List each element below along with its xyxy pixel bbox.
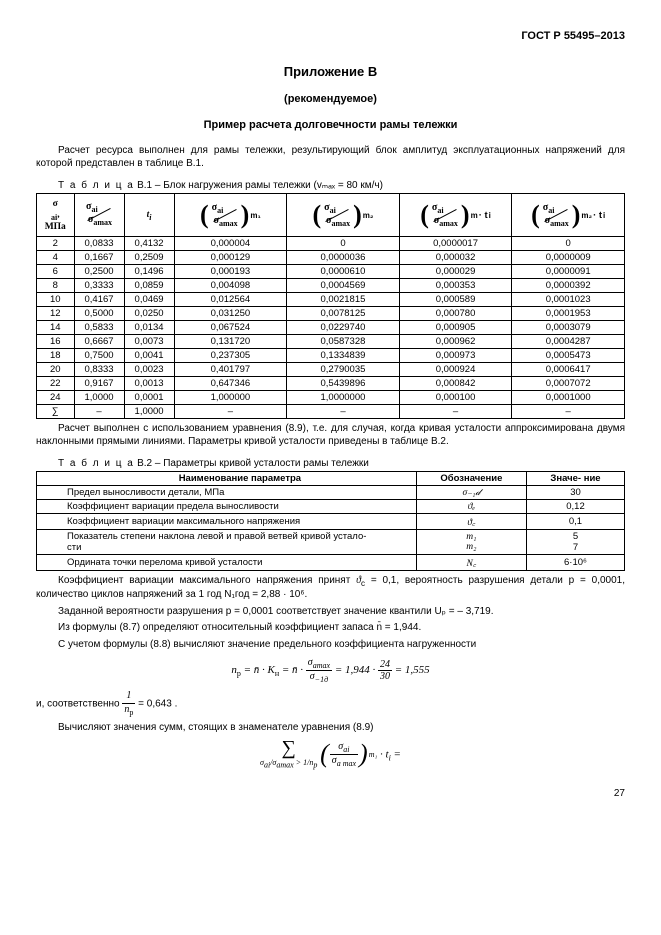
table-row: 160,66670,00730,1317200,05873280,0009620… (37, 335, 625, 349)
formula-np: np = n̄ · Kн = n̄ · σamaxσ−1д = 1,944 · … (36, 657, 625, 684)
table-row: Ордината точки перелома кривой усталости… (37, 555, 625, 571)
table-b1: σаі, МПа σаіσamax ti (σаіσamax)m₁ (σаіσa… (36, 193, 625, 419)
quantile-paragraph: Заданной вероятности разрушения p = 0,00… (36, 606, 625, 619)
t1-head-m1: (σаіσamax)m₁ (174, 194, 287, 237)
table-row: 200,83330,00230,4017970,27900350,0009240… (37, 363, 625, 377)
table-row: 40,16670,25090,0001290,00000360,0000320,… (37, 251, 625, 265)
t1-head-sigma: σаі, МПа (37, 194, 75, 237)
example-title: Пример расчета долговечности рамы тележк… (36, 119, 625, 131)
recommended-label: (рекомендуемое) (36, 93, 625, 105)
table-row: 220,91670,00130,6473460,54398960,0008420… (37, 377, 625, 391)
table-b2: Наименование параметра Обозначение Значе… (36, 471, 625, 571)
inv-paragraph: и, соответственно 1np = 0,643 . (36, 690, 625, 718)
table2-caption: Т а б л и ц а В.2 – Параметры кривой уст… (58, 458, 625, 469)
table-row: 140,58330,01340,0675240,02297400,0009050… (37, 321, 625, 335)
form87-paragraph: Из формулы (8.7) определяют относительны… (36, 622, 625, 635)
table-row: 20,08330,41320,00000400,00000170 (37, 237, 625, 251)
appendix-title: Приложение В (36, 64, 625, 79)
intro-paragraph: Расчет ресурса выполнен для рамы тележки… (36, 145, 625, 170)
t1-head-m2t: (σаіσamax)m₂ · ti (512, 194, 625, 237)
mid-paragraph: Расчет выполнен с использованием уравнен… (36, 423, 625, 448)
t1-head-m2: (σаіσamax)m₂ (287, 194, 400, 237)
sums-paragraph: Вычисляют значения сумм, стоящих в знаме… (36, 722, 625, 735)
table-row: Коэффициент вариации максимального напря… (37, 514, 625, 530)
t2-head-name: Наименование параметра (37, 472, 417, 486)
doc-id: ГОСТ Р 55495–2013 (36, 30, 625, 42)
t2-head-val: Значе- ние (526, 472, 624, 486)
table-row: 60,25000,14960,0001930,00006100,0000290,… (37, 265, 625, 279)
table-row: Показатель степени наклона левой и право… (37, 530, 625, 555)
form88-paragraph: С учетом формулы (8.8) вычисляют значени… (36, 639, 625, 652)
table-row: 80,33330,08590,0040980,00045690,0003530,… (37, 279, 625, 293)
formula-sum: ∑ σаі/σamax > 1/np ( σаіσa max )m₁ · ti … (36, 740, 625, 770)
table-row: Коэффициент вариации предела выносливост… (37, 500, 625, 514)
coef-paragraph: Коэффициент вариации максимального напря… (36, 575, 625, 602)
table-row: ∑–1,0000–––– (37, 405, 625, 419)
table-row: 100,41670,04690,0125640,00218150,0005890… (37, 293, 625, 307)
page-number: 27 (36, 788, 625, 799)
t1-head-ratio: σаіσamax (74, 194, 124, 237)
t2-head-sym: Обозначение (416, 472, 526, 486)
t1-head-mt: (σаіσamax)m · ti (399, 194, 512, 237)
table1-caption: Т а б л и ц а В.1 – Блок нагружения рамы… (58, 180, 625, 191)
t1-head-ti: ti (124, 194, 174, 237)
table-row: Предел выносливости детали, МПаσ₋₁𝒹30 (37, 486, 625, 500)
table-row: 120,50000,02500,0312500,00781250,0007800… (37, 307, 625, 321)
table-row: 180,75000,00410,2373050,13348390,0009730… (37, 349, 625, 363)
table-row: 241,00000,00011,0000001,00000000,0001000… (37, 391, 625, 405)
